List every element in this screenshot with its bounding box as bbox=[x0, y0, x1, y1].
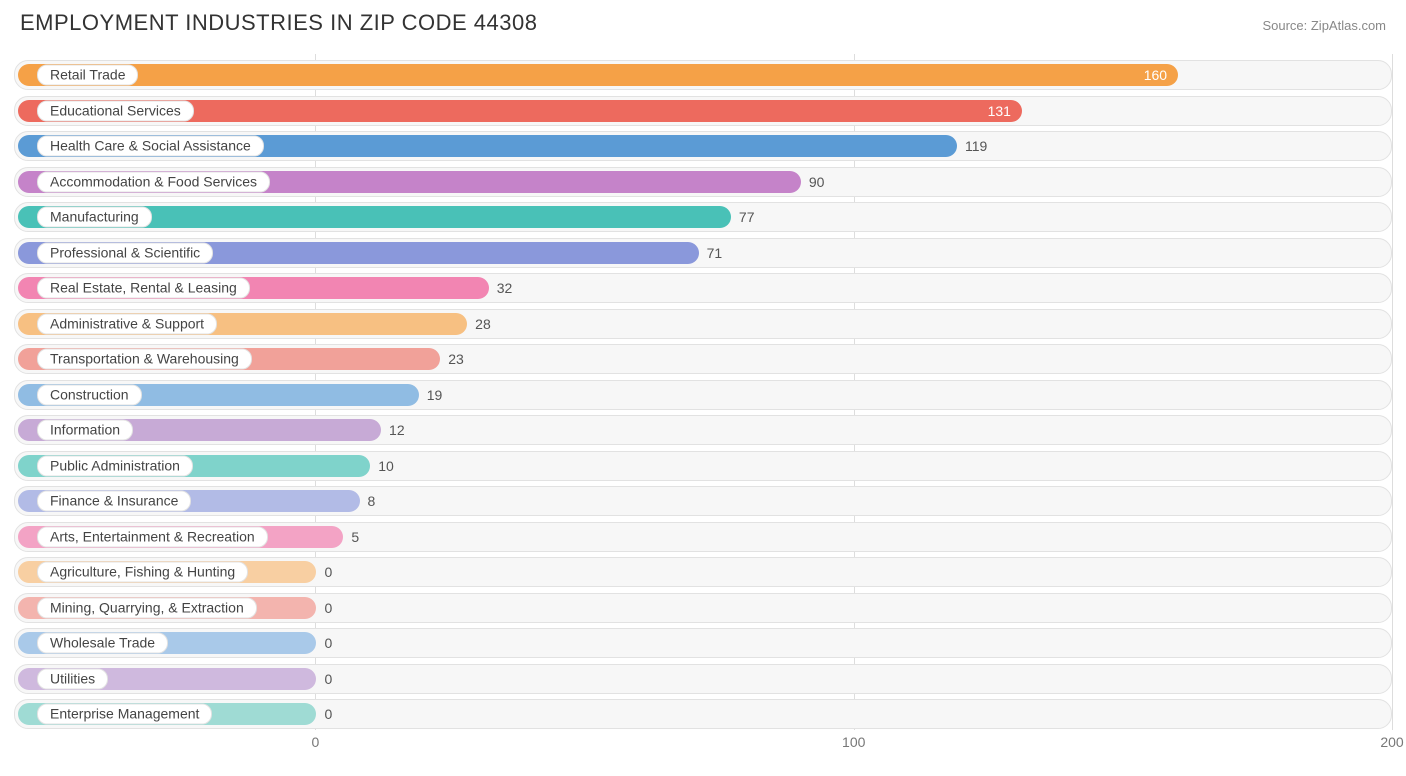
bar-category-label: Professional & Scientific bbox=[37, 242, 213, 263]
bar-category-label: Construction bbox=[37, 384, 142, 405]
x-tick-label: 200 bbox=[1380, 734, 1403, 750]
bar-row: Utilities 0 bbox=[14, 664, 1392, 694]
bar-value-label: 0 bbox=[324, 671, 332, 687]
bar-row: Information 12 bbox=[14, 415, 1392, 445]
bar-fill bbox=[18, 64, 1178, 86]
bar-value-label: 119 bbox=[965, 138, 987, 154]
bar-category-label: Health Care & Social Assistance bbox=[37, 136, 264, 157]
bar-category-label: Information bbox=[37, 420, 133, 441]
employment-chart: Retail Trade 160 Educational Services 131 He… bbox=[14, 54, 1392, 774]
bar-category-label: Enterprise Management bbox=[37, 704, 212, 725]
bar-row: Professional & Scientific 71 bbox=[14, 238, 1392, 268]
bar-row: Finance & Insurance 8 bbox=[14, 486, 1392, 516]
bar-category-label: Public Administration bbox=[37, 455, 193, 476]
bar-category-label: Wholesale Trade bbox=[37, 633, 168, 654]
bar-value-label: 77 bbox=[739, 209, 755, 225]
bar-row: Wholesale Trade 0 bbox=[14, 628, 1392, 658]
bar-value-label: 5 bbox=[351, 529, 359, 545]
bar-value-label: 131 bbox=[988, 103, 1011, 119]
bar-value-label: 0 bbox=[324, 600, 332, 616]
chart-title: EMPLOYMENT INDUSTRIES IN ZIP CODE 44308 bbox=[20, 10, 538, 36]
bar-row: Public Administration 10 bbox=[14, 451, 1392, 481]
bar-row: Enterprise Management 0 bbox=[14, 699, 1392, 729]
bar-row: Educational Services 131 bbox=[14, 96, 1392, 126]
bar-category-label: Mining, Quarrying, & Extraction bbox=[37, 597, 257, 618]
bar-category-label: Accommodation & Food Services bbox=[37, 171, 270, 192]
bar-value-label: 10 bbox=[378, 458, 394, 474]
bar-value-label: 160 bbox=[1144, 67, 1167, 83]
bar-category-label: Retail Trade bbox=[37, 65, 138, 86]
bar-value-label: 90 bbox=[809, 174, 825, 190]
gridline bbox=[1392, 54, 1393, 730]
bar-value-label: 28 bbox=[475, 316, 491, 332]
bar-row: Real Estate, Rental & Leasing 32 bbox=[14, 273, 1392, 303]
plot-area: Retail Trade 160 Educational Services 131 He… bbox=[14, 54, 1392, 754]
bar-value-label: 0 bbox=[324, 564, 332, 580]
bar-value-label: 12 bbox=[389, 422, 405, 438]
bar-category-label: Utilities bbox=[37, 668, 108, 689]
bar-row: Construction 19 bbox=[14, 380, 1392, 410]
x-tick-label: 100 bbox=[842, 734, 865, 750]
bar-category-label: Finance & Insurance bbox=[37, 491, 191, 512]
bar-category-label: Educational Services bbox=[37, 100, 194, 121]
bar-value-label: 0 bbox=[324, 635, 332, 651]
bar-row: Administrative & Support 28 bbox=[14, 309, 1392, 339]
bar-row: Accommodation & Food Services 90 bbox=[14, 167, 1392, 197]
bar-row: Health Care & Social Assistance 119 bbox=[14, 131, 1392, 161]
bar-row: Mining, Quarrying, & Extraction 0 bbox=[14, 593, 1392, 623]
bar-row: Transportation & Warehousing 23 bbox=[14, 344, 1392, 374]
bar-row: Agriculture, Fishing & Hunting 0 bbox=[14, 557, 1392, 587]
bar-value-label: 32 bbox=[497, 280, 513, 296]
bar-value-label: 71 bbox=[707, 245, 723, 261]
bar-category-label: Transportation & Warehousing bbox=[37, 349, 252, 370]
x-axis: 0100200 bbox=[14, 734, 1392, 754]
x-tick-label: 0 bbox=[312, 734, 320, 750]
bar-value-label: 19 bbox=[427, 387, 443, 403]
bars-container: Retail Trade 160 Educational Services 131 He… bbox=[14, 60, 1392, 735]
bar-category-label: Real Estate, Rental & Leasing bbox=[37, 278, 250, 299]
bar-value-label: 0 bbox=[324, 706, 332, 722]
bar-row: Manufacturing 77 bbox=[14, 202, 1392, 232]
chart-source: Source: ZipAtlas.com bbox=[1262, 18, 1386, 33]
bar-category-label: Agriculture, Fishing & Hunting bbox=[37, 562, 248, 583]
bar-value-label: 8 bbox=[368, 493, 376, 509]
bar-row: Arts, Entertainment & Recreation 5 bbox=[14, 522, 1392, 552]
bar-value-label: 23 bbox=[448, 351, 464, 367]
bar-category-label: Administrative & Support bbox=[37, 313, 217, 334]
bar-category-label: Arts, Entertainment & Recreation bbox=[37, 526, 268, 547]
bar-category-label: Manufacturing bbox=[37, 207, 152, 228]
bar-row: Retail Trade 160 bbox=[14, 60, 1392, 90]
